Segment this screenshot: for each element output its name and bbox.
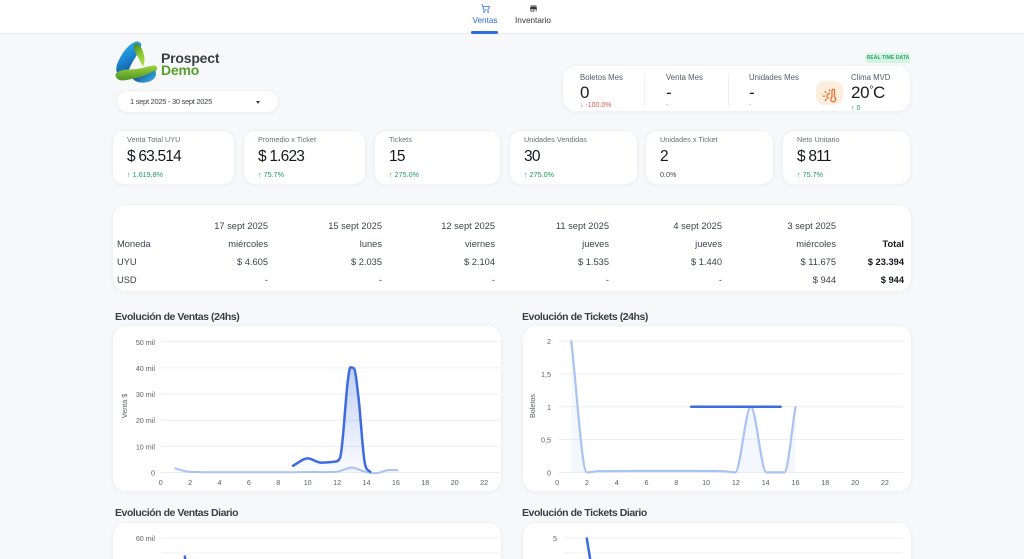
svg-text:8: 8 (276, 478, 280, 487)
svg-text:8: 8 (674, 478, 678, 487)
svg-text:20: 20 (851, 478, 859, 487)
svg-text:6: 6 (645, 478, 649, 487)
svg-text:16: 16 (392, 478, 400, 487)
svg-text:0,5: 0,5 (541, 436, 551, 445)
svg-text:14: 14 (363, 478, 371, 487)
svg-text:20: 20 (451, 478, 459, 487)
svg-text:5: 5 (553, 534, 557, 543)
svg-text:14: 14 (762, 478, 770, 487)
svg-text:10: 10 (702, 478, 710, 487)
svg-text:30 mil: 30 mil (136, 390, 156, 399)
svg-text:6: 6 (247, 478, 251, 487)
svg-text:12: 12 (333, 478, 341, 487)
svg-text:2: 2 (585, 478, 589, 487)
svg-text:0: 0 (151, 469, 155, 478)
svg-text:60 mil: 60 mil (136, 534, 156, 543)
svg-text:18: 18 (821, 478, 829, 487)
svg-text:4: 4 (218, 478, 222, 487)
svg-text:1,5: 1,5 (541, 370, 551, 379)
svg-text:Boletos: Boletos (528, 394, 537, 418)
svg-text:10: 10 (304, 478, 312, 487)
svg-text:0: 0 (555, 478, 559, 487)
svg-text:16: 16 (792, 478, 800, 487)
svg-text:22: 22 (480, 478, 488, 487)
svg-text:20 mil: 20 mil (136, 416, 156, 425)
svg-text:40 mil: 40 mil (136, 364, 156, 373)
svg-text:4: 4 (615, 478, 619, 487)
svg-text:22: 22 (881, 478, 889, 487)
svg-text:0: 0 (547, 468, 551, 477)
svg-text:0: 0 (159, 478, 163, 487)
svg-text:2: 2 (188, 478, 192, 487)
svg-text:Venta $: Venta $ (120, 394, 129, 418)
svg-text:12: 12 (732, 478, 740, 487)
svg-text:1: 1 (547, 403, 551, 412)
svg-text:10 mil: 10 mil (136, 442, 156, 451)
svg-text:50 mil: 50 mil (136, 338, 156, 347)
svg-text:18: 18 (421, 478, 429, 487)
svg-text:2: 2 (547, 337, 551, 346)
